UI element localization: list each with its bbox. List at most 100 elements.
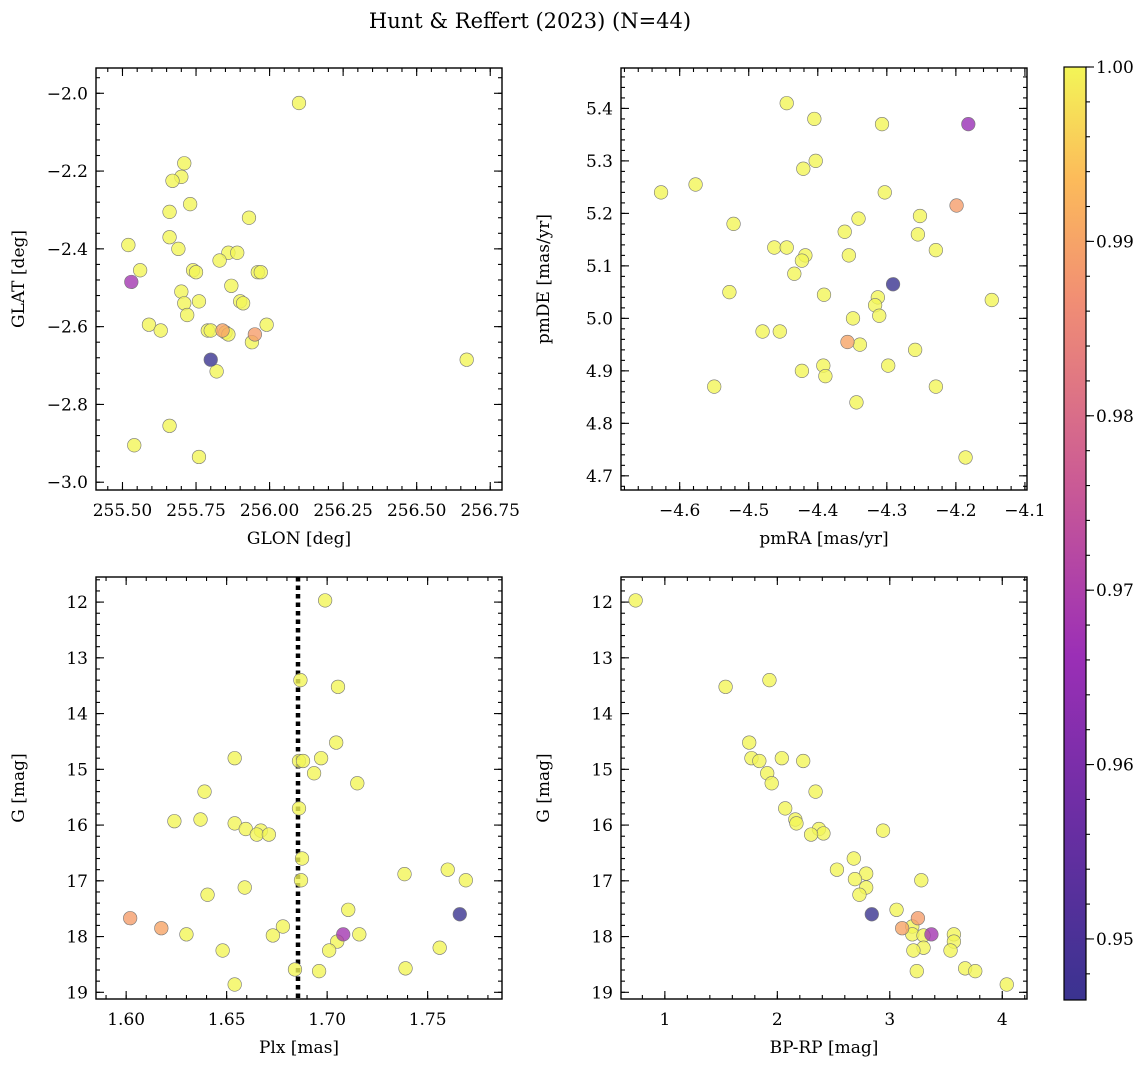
x-axis-label: Plx [mas] [259, 1038, 339, 1058]
data-point [794, 363, 810, 378]
data-point [291, 95, 307, 111]
data-point [253, 265, 268, 280]
data-point [779, 240, 794, 255]
data-point [141, 317, 157, 332]
x-tick-label: −4.1 [1004, 501, 1045, 521]
y-tick-label: −2.6 [47, 318, 88, 338]
data-point [294, 851, 310, 866]
y-tick-label: 16 [591, 816, 613, 836]
data-point [829, 862, 845, 877]
colorbar-tick-label: 0.97 [1096, 581, 1134, 601]
data-point [906, 943, 921, 958]
x-tick-label: −4.6 [659, 501, 700, 521]
colorbar-tick-label: 0.98 [1096, 407, 1134, 427]
data-point [845, 311, 861, 326]
data-point [796, 161, 811, 176]
data-point [653, 185, 669, 200]
data-point [889, 902, 904, 917]
data-point [914, 873, 929, 888]
data-point [874, 117, 890, 132]
data-point [772, 324, 787, 339]
data-point [329, 735, 344, 750]
y-tick-label: 4.8 [586, 414, 613, 434]
y-tick-label: −3.0 [47, 473, 88, 493]
y-tick-label: 19 [591, 983, 613, 1003]
data-point [774, 751, 789, 766]
x-tick-label: 255.50 [93, 501, 152, 521]
axes-frame [95, 576, 503, 1000]
data-point [153, 323, 168, 338]
data-point [707, 379, 722, 394]
data-point [230, 245, 245, 260]
data-point [849, 395, 864, 410]
data-point [162, 418, 177, 433]
data-point [789, 816, 804, 831]
data-point [961, 117, 976, 132]
x-tick-label: 1.60 [107, 1010, 145, 1030]
y-tick-label: 18 [591, 928, 613, 948]
y-tick-label: 13 [591, 649, 613, 669]
data-point [837, 224, 852, 239]
data-point [841, 248, 856, 263]
data-point [203, 352, 218, 367]
y-tick-label: 5.1 [586, 257, 613, 277]
data-point [121, 237, 136, 253]
data-point [188, 265, 204, 280]
data-point [200, 887, 215, 902]
data-point [458, 873, 473, 888]
data-point [193, 812, 208, 827]
x-tick-label: 4 [997, 1010, 1008, 1030]
x-axis-label: BP-RP [mag] [770, 1038, 879, 1058]
data-point [912, 208, 928, 224]
colorbar-tick-label: 0.95 [1096, 930, 1134, 950]
data-point [816, 287, 832, 302]
y-tick-label: −2.2 [47, 162, 88, 182]
data-point [180, 307, 195, 323]
data-point [958, 450, 973, 465]
data-point [924, 927, 939, 942]
y-tick-label: 13 [66, 649, 88, 669]
data-point [212, 253, 227, 268]
data-point [808, 784, 823, 799]
data-point [796, 753, 811, 769]
data-point [928, 379, 943, 394]
data-point [928, 243, 943, 258]
data-point [293, 873, 309, 888]
data-point [167, 814, 182, 829]
data-point [249, 827, 264, 842]
colorbar-tick-label: 0.96 [1096, 756, 1134, 776]
data-point [808, 153, 823, 169]
data-point [440, 862, 455, 877]
x-tick-label: −4.4 [797, 501, 838, 521]
data-point [227, 751, 242, 766]
x-tick-label: 256.00 [240, 501, 299, 521]
data-point [241, 210, 257, 225]
data-point [875, 823, 891, 838]
data-point [293, 673, 308, 688]
data-point [742, 735, 757, 750]
scatter-panels: 255.50 255.75 256.00 256.25 256.50 256.75 −3.0… [9, 67, 1046, 1058]
data-point [968, 964, 983, 979]
data-point [295, 753, 311, 769]
x-tick-label: 1 [659, 1010, 670, 1030]
data-point [215, 323, 230, 338]
data-point [133, 263, 148, 278]
y-axis-label: G [mag] [9, 753, 29, 822]
data-point [127, 438, 142, 453]
y-tick-label: 4.7 [586, 467, 613, 487]
data-point [174, 284, 189, 299]
x-tick-label: 256.50 [387, 501, 446, 521]
data-point [794, 253, 810, 268]
data-point [752, 753, 767, 769]
data-point [859, 866, 874, 881]
data-point [787, 266, 802, 281]
y-tick-label: 12 [66, 593, 88, 613]
axes-frame [620, 576, 1028, 1000]
data-point [984, 292, 999, 308]
data-point [165, 173, 180, 188]
y-tick-label: 16 [66, 816, 88, 836]
data-point [314, 751, 329, 766]
data-point [191, 449, 207, 465]
data-point [247, 327, 262, 342]
